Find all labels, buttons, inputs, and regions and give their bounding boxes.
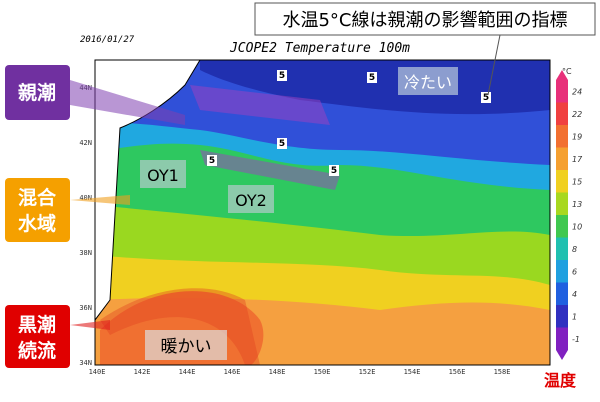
arrow xyxy=(70,320,110,330)
colorbar-segment xyxy=(556,192,568,215)
lon-label: 142E xyxy=(134,368,151,376)
contour-label: 5 xyxy=(279,71,285,81)
contour-label-bg xyxy=(277,70,287,81)
colorbar-tick: 1 xyxy=(572,312,577,321)
colorbar-tick: 15 xyxy=(572,177,582,186)
map-title: JCOPE2 Temperature 100m xyxy=(229,41,410,56)
colorbar-tick: 6 xyxy=(572,267,577,276)
colorbar-tick: -1 xyxy=(572,335,580,344)
temperature-map xyxy=(95,60,550,365)
colorbar-segment xyxy=(556,260,568,283)
warm-label: 暖かい xyxy=(161,337,212,357)
contour-label: 5 xyxy=(331,166,337,176)
lon-label: 148E xyxy=(269,368,286,376)
oy2-label: OY2 xyxy=(235,191,267,210)
oyashio-box xyxy=(5,65,70,120)
callout: 水温5°C線は親潮の影響範囲の指標 xyxy=(282,10,567,31)
lat-label: 36N xyxy=(79,304,92,312)
contour-label-bg xyxy=(329,165,339,176)
colorbar-caption: 温度 xyxy=(543,371,577,390)
cold-label: 冷たい xyxy=(404,73,452,92)
lon-label: 150E xyxy=(314,368,331,376)
kuroshio-label: 続流 xyxy=(18,339,56,362)
contour-label: 5 xyxy=(209,156,215,166)
cold-box xyxy=(398,67,458,95)
contour-label-bg xyxy=(207,155,217,166)
colorbar-segment xyxy=(556,282,568,305)
colorbar-tick: 8 xyxy=(572,245,577,254)
colorbar-tip xyxy=(556,70,568,80)
colorbar-segment xyxy=(556,147,568,170)
colorbar-tick: 13 xyxy=(572,200,582,209)
mixed-label: 混合 xyxy=(18,186,57,209)
contour-label-bg xyxy=(277,138,287,149)
colorbar-tick: 19 xyxy=(572,132,582,141)
mixed-label: 水域 xyxy=(18,212,56,235)
mixed-box xyxy=(5,178,70,242)
colorbar-segment xyxy=(556,305,568,328)
lon-label: 158E xyxy=(494,368,511,376)
colorbar-tip xyxy=(556,350,568,360)
colorbar-segment xyxy=(556,237,568,260)
arrow xyxy=(70,80,185,125)
colorbar-segment xyxy=(556,170,568,193)
kuroshio-box xyxy=(5,305,70,368)
lon-label: 140E xyxy=(89,368,106,376)
lat-label: 42N xyxy=(79,139,92,147)
kuroshio-label: 黒潮 xyxy=(18,314,56,336)
date: 2016/01/27 xyxy=(80,35,135,45)
colorbar-segment xyxy=(556,102,568,125)
lat-label: 34N xyxy=(79,359,92,367)
colorbar-segment xyxy=(556,215,568,238)
oyashio-label: 親潮 xyxy=(18,81,56,104)
lat-label: 40N xyxy=(79,194,92,202)
colorbar-unit: °C xyxy=(562,67,572,76)
colorbar-segment xyxy=(556,125,568,148)
contour-label: 5 xyxy=(279,139,285,149)
contour-label: 5 xyxy=(369,73,375,83)
contour-label: 5 xyxy=(483,93,489,103)
lon-label: 146E xyxy=(224,368,241,376)
lon-label: 154E xyxy=(404,368,421,376)
colorbar-tick: 22 xyxy=(572,110,582,119)
contour-label-bg xyxy=(481,92,491,103)
colorbar-tick: 4 xyxy=(572,290,577,299)
lon-label: 152E xyxy=(359,368,376,376)
lat-label: 38N xyxy=(79,249,92,257)
colorbar-segment xyxy=(556,80,568,103)
colorbar-tick: 10 xyxy=(572,222,582,231)
callout-box xyxy=(254,2,596,36)
colorbar-segment xyxy=(556,327,568,350)
lon-label: 144E xyxy=(179,368,196,376)
colorbar-tick: 17 xyxy=(572,155,583,164)
arrow xyxy=(70,195,130,205)
map-frame xyxy=(94,59,551,366)
colorbar-tick: 24 xyxy=(572,87,582,96)
contour-label-bg xyxy=(367,72,377,83)
lon-label: 156E xyxy=(449,368,466,376)
oy1-label: OY1 xyxy=(147,166,179,185)
